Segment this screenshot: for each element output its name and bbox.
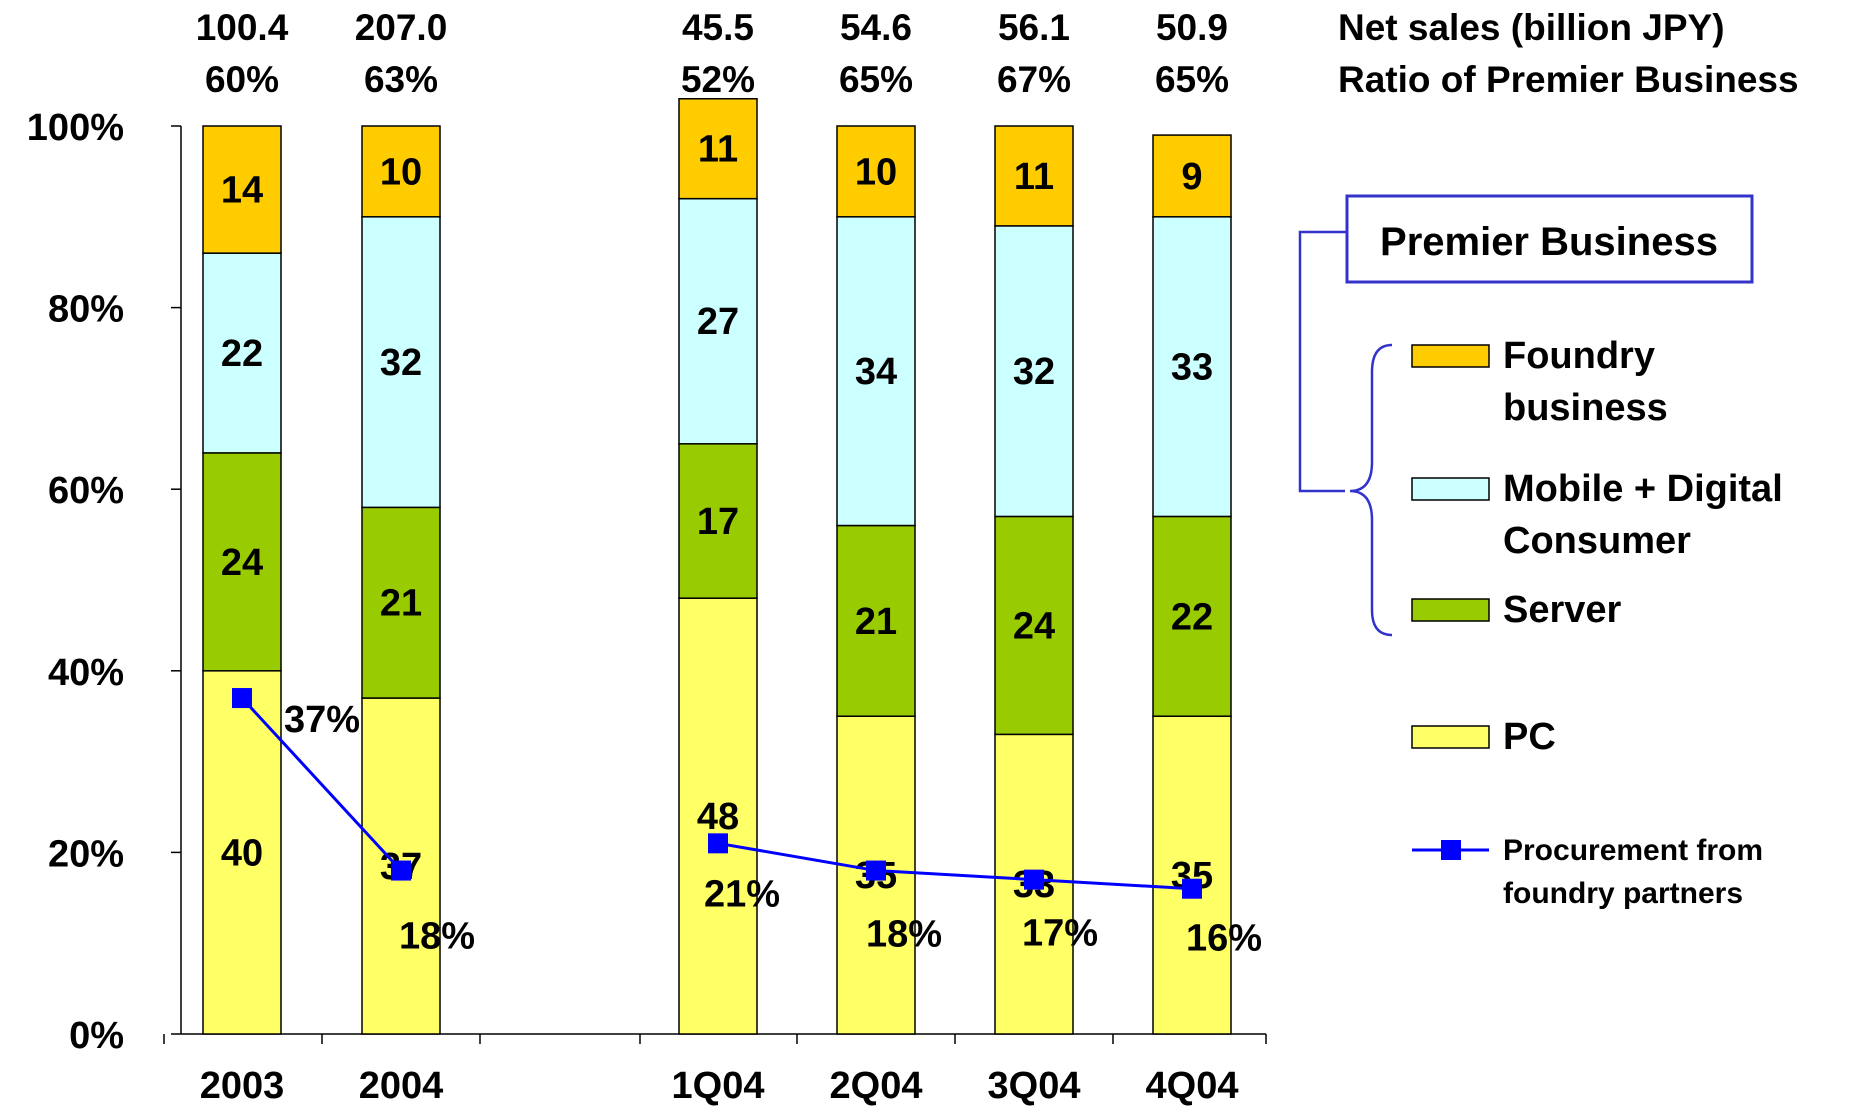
bar-value-label: 21 <box>380 583 422 625</box>
y-tick-label: 60% <box>48 470 124 512</box>
bar-segment <box>994 125 1074 227</box>
bar-segment <box>678 443 758 599</box>
procurement-marker <box>232 688 252 709</box>
bar-value-label: 40 <box>221 832 263 874</box>
bar-value-label: 11 <box>698 129 738 171</box>
bar-segment <box>836 524 916 717</box>
y-tick-label: 0% <box>69 1015 124 1057</box>
legend-swatch <box>1411 598 1490 622</box>
bar-segment <box>994 515 1074 736</box>
procurement-line <box>240 697 403 872</box>
bar-value-label: 48 <box>697 796 739 838</box>
procurement-marker <box>866 860 886 881</box>
legend-brace <box>1349 343 1393 637</box>
legend-item-label: Server <box>1503 589 1622 631</box>
legend-item-label: Mobile + Digital <box>1503 468 1783 510</box>
procurement-value-label: 16% <box>1186 918 1262 960</box>
premier-ratio-header: Ratio of Premier Business <box>1338 59 1799 100</box>
premier-ratio-value: 67% <box>997 59 1071 100</box>
procurement-marker <box>1024 869 1044 890</box>
premier-ratio-value: 65% <box>1155 59 1229 100</box>
legend-item-label: Foundry <box>1503 335 1655 377</box>
bar-value-label: 11 <box>1014 156 1054 198</box>
bar-value-label: 22 <box>1171 596 1213 638</box>
procurement-value-label: 37% <box>284 699 360 741</box>
legend-line-marker <box>1441 840 1461 860</box>
y-tick-label: 20% <box>48 833 124 875</box>
bar-segment <box>361 216 441 509</box>
premier-ratio-value: 63% <box>364 59 438 100</box>
bar-value-label: 27 <box>697 301 739 343</box>
bar-segment <box>202 670 282 1035</box>
bar-segment <box>678 197 758 445</box>
procurement-value-label: 17% <box>1022 913 1098 955</box>
procurement-value-label: 18% <box>399 916 475 958</box>
bar-value-label: 9 <box>1181 156 1202 198</box>
net-sales-header: Net sales (billion JPY) <box>1338 7 1725 48</box>
bar-segment <box>1152 216 1232 518</box>
legend-group-box <box>1345 194 1754 284</box>
net-sales-value: 50.9 <box>1156 7 1228 48</box>
bar-segment <box>678 597 758 1035</box>
bar-value-label: 10 <box>855 151 897 193</box>
bar-segment <box>836 216 916 527</box>
x-category-label: 2003 <box>200 1065 285 1107</box>
x-category-label: 2004 <box>359 1065 444 1107</box>
x-category-label: 4Q04 <box>1146 1065 1239 1107</box>
net-sales-value: 54.6 <box>840 7 912 48</box>
procurement-value-label: 18% <box>866 914 942 956</box>
y-tick-label: 40% <box>48 652 124 694</box>
bar-value-label: 21 <box>855 601 897 643</box>
bar-segment <box>202 252 282 454</box>
bar-segment <box>361 125 441 218</box>
bar-value-label: 22 <box>221 333 263 375</box>
bar-value-label: 34 <box>855 351 897 393</box>
legend-group-title: Premier Business <box>1380 220 1718 264</box>
net-sales-value: 45.5 <box>682 7 754 48</box>
legend-item-label: Consumer <box>1503 520 1691 562</box>
bar-segment <box>202 125 282 254</box>
bar-segment <box>1152 715 1232 1035</box>
procurement-value-label: 21% <box>704 873 780 915</box>
premier-ratio-value: 52% <box>681 59 755 100</box>
legend-swatch <box>1411 725 1490 749</box>
bar-value-label: 32 <box>1013 351 1055 393</box>
premier-ratio-value: 60% <box>205 59 279 100</box>
bar-segment <box>1152 515 1232 717</box>
procurement-line <box>717 841 1193 891</box>
bar-value-label: 10 <box>380 151 422 193</box>
procurement-marker <box>708 833 728 854</box>
bar-value-label: 14 <box>221 170 263 212</box>
bar-value-label: 33 <box>1171 347 1213 389</box>
legend-swatch <box>1411 477 1490 501</box>
x-category-label: 1Q04 <box>672 1065 765 1107</box>
bar-value-label: 17 <box>697 501 739 543</box>
bar-segment <box>361 506 441 699</box>
bar-value-label: 24 <box>221 542 263 584</box>
y-tick-label: 80% <box>48 289 124 331</box>
bar-segment <box>994 225 1074 518</box>
procurement-marker <box>391 860 411 881</box>
bar-segment <box>678 98 758 200</box>
bar-value-label: 24 <box>1013 605 1055 647</box>
premier-ratio-value: 65% <box>839 59 913 100</box>
bar-segment <box>836 125 916 218</box>
procurement-marker <box>1182 878 1202 899</box>
bar-segment <box>202 452 282 672</box>
net-sales-value: 100.4 <box>196 7 289 48</box>
x-category-label: 3Q04 <box>988 1065 1081 1107</box>
bar-segment <box>1152 134 1232 218</box>
net-sales-value: 207.0 <box>355 7 448 48</box>
legend-connector <box>1298 230 1347 493</box>
y-tick-label: 100% <box>27 107 124 149</box>
legend-swatch <box>1411 344 1490 368</box>
x-category-label: 2Q04 <box>830 1065 923 1107</box>
legend-line-label: Procurement from <box>1503 834 1763 867</box>
bar-value-label: 32 <box>380 342 422 384</box>
legend-item-label: PC <box>1503 716 1556 758</box>
legend-item-label: business <box>1503 387 1668 429</box>
net-sales-value: 56.1 <box>998 7 1070 48</box>
legend-line-label: foundry partners <box>1503 877 1743 910</box>
